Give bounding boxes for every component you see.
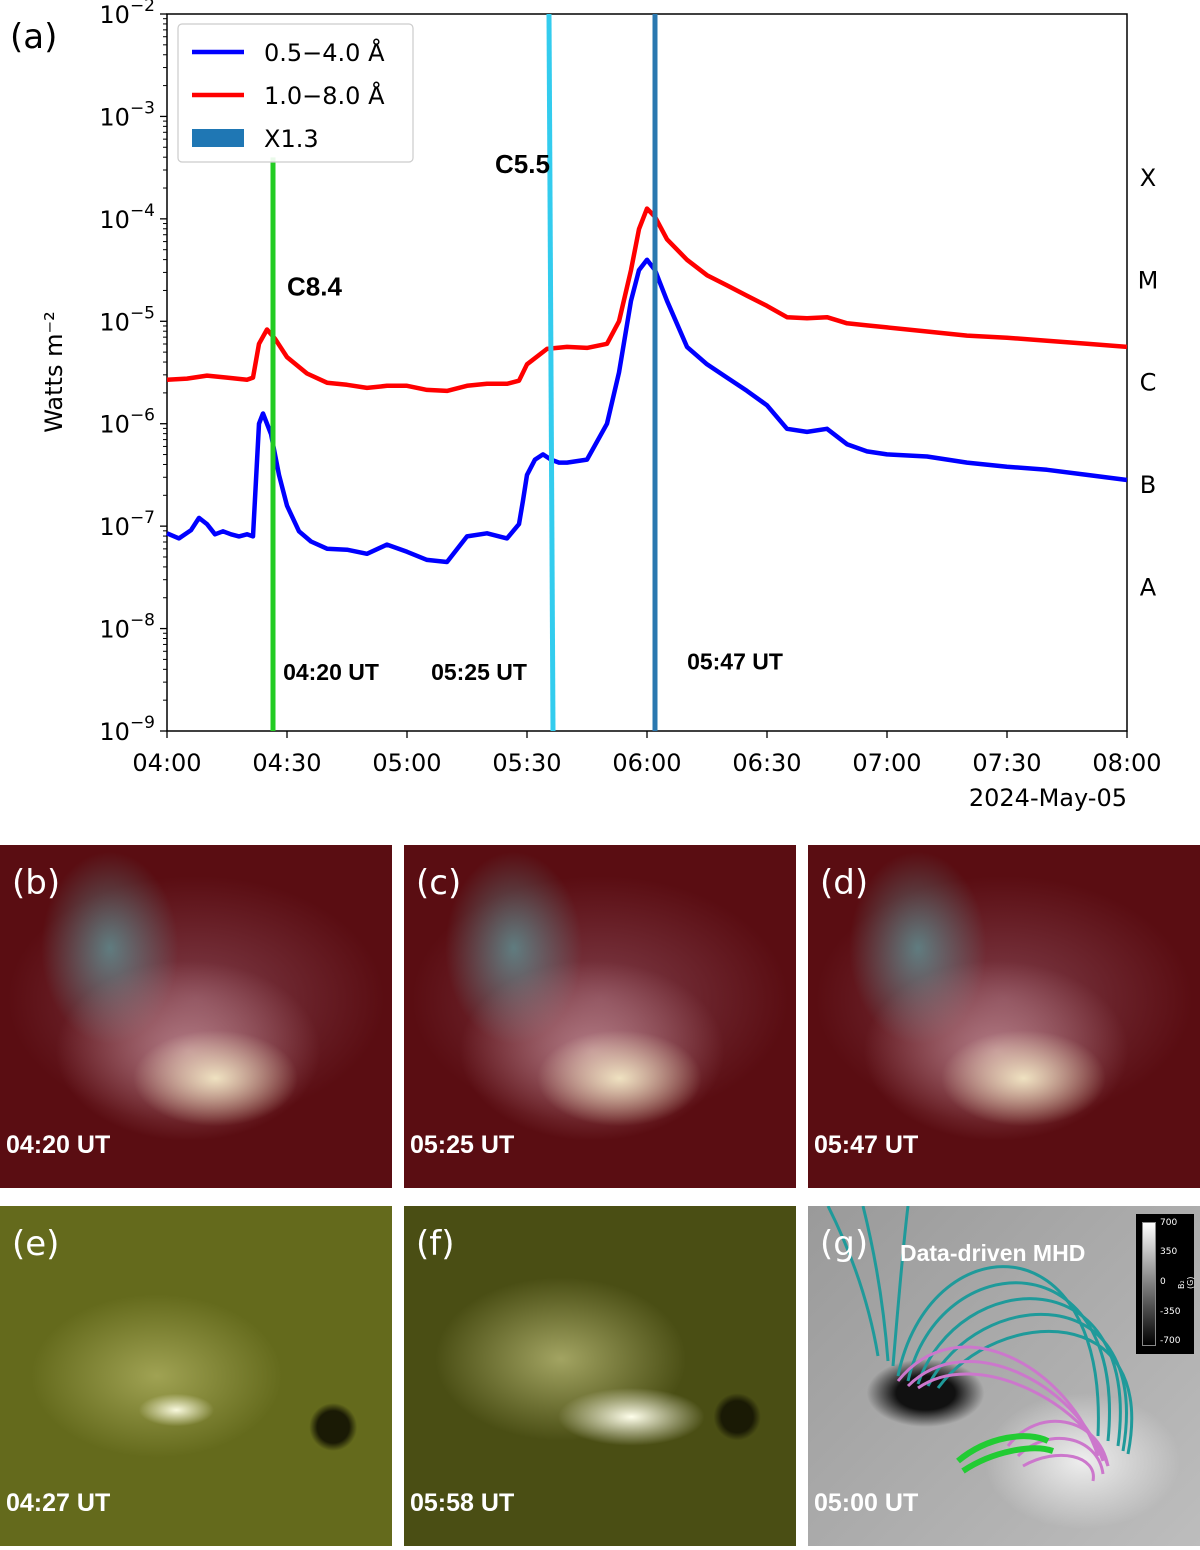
flare-time-annotation: 05:47 UT (687, 649, 783, 675)
field-line-cyan (896, 1265, 1100, 1437)
series (166, 206, 1128, 565)
panel-timestamp: 05:58 UT (410, 1489, 515, 1517)
x-tick-label: 04:30 (252, 749, 321, 777)
field-line-pink (1022, 1453, 1095, 1482)
x-tick-label: 06:30 (732, 749, 801, 777)
field-line-cyan (916, 1297, 1122, 1447)
colorbar-tick: 350 (1160, 1247, 1178, 1257)
field-line-cyan (826, 1206, 880, 1357)
flare-class-annotation: C5.5 (495, 149, 550, 179)
panel-timestamp: 04:20 UT (6, 1131, 111, 1159)
colorbar-tick: -350 (1160, 1307, 1181, 1317)
panel-label: (d) (820, 863, 869, 903)
date-label: 2024-May-05 (969, 784, 1127, 812)
x-tick-label: 08:00 (1092, 749, 1161, 777)
flare-markers: C8.4 04:20 UT C5.5 05:25 UT 05:47 UT (270, 13, 783, 732)
colorbar-tick: 700 (1160, 1218, 1178, 1228)
magnetic-field-lines (826, 1206, 1134, 1482)
y-tick-label: 10−2 (99, 0, 155, 29)
y-axis-label: Watts m⁻² (40, 311, 68, 433)
field-line-green (961, 1445, 1054, 1474)
field-line-green (956, 1433, 1050, 1464)
flare-marker-line (546, 13, 556, 732)
colorbar: 700 350 0 -350 -700 B₂ (G) (1136, 1214, 1195, 1354)
panel-label: (f) (416, 1224, 455, 1264)
aia-image-panel-d: (d) 05:47 UT (808, 845, 1200, 1188)
series-line (166, 257, 1128, 565)
field-line-pink (906, 1360, 1105, 1462)
x-tick-label: 05:00 (372, 749, 441, 777)
colorbar-tick: 0 (1160, 1277, 1166, 1287)
aia-image-panel-b: (b) 04:20 UT (0, 845, 392, 1188)
aia-image-panel-c: (c) 05:25 UT (404, 845, 796, 1188)
field-line-cyan (861, 1206, 890, 1362)
hmi-image-panel-e: (e) 04:27 UT (0, 1206, 392, 1546)
legend-label: 0.5−4.0 Å (264, 38, 385, 67)
panel-timestamp: 05:25 UT (410, 1131, 515, 1159)
colorbar-tick: -700 (1160, 1336, 1181, 1346)
legend-label: X1.3 (264, 125, 319, 153)
y-tick-label: 10−5 (99, 303, 155, 336)
y-tick-label: 10−7 (99, 508, 155, 541)
series-line (166, 206, 1128, 394)
flare-class-label: C (1140, 369, 1157, 397)
flare-time-annotation: 05:25 UT (431, 659, 527, 685)
field-line-cyan (926, 1312, 1128, 1452)
panel-timestamp: 05:00 UT (814, 1489, 919, 1517)
panel-timestamp: 04:27 UT (6, 1489, 111, 1517)
x-tick-label: 07:30 (972, 749, 1041, 777)
mhd-simulation-panel-g: (g) Data-driven MHD 700 350 0 -350 -700 … (808, 1206, 1200, 1546)
x-tick-label: 05:30 (492, 749, 561, 777)
y-tick-label: 10−3 (99, 98, 155, 131)
legend: 0.5−4.0 Å 1.0−8.0 Å X1.3 (177, 23, 414, 163)
y-tick-label: 10−9 (99, 713, 155, 746)
x-tick-label: 07:00 (852, 749, 921, 777)
panel-a-label: (a) (10, 17, 57, 57)
field-line-cyan (936, 1329, 1134, 1455)
axes: 04:00 04:30 05:00 05:30 06:00 06:30 07:00 07:30… (99, 0, 1161, 777)
panel-timestamp: 05:47 UT (814, 1131, 919, 1159)
panel-label: (g) (820, 1224, 869, 1264)
flare-class-label: M (1138, 266, 1159, 294)
legend-label: 1.0−8.0 Å (264, 81, 385, 110)
panel-label: (b) (12, 863, 61, 903)
field-line-cyan (906, 1281, 1111, 1442)
flare-class-label: B (1140, 471, 1156, 499)
y-tick-label: 10−4 (99, 201, 155, 234)
panel-label: (c) (416, 863, 462, 903)
field-line-pink (917, 1372, 1110, 1467)
flare-class-label: A (1140, 574, 1157, 602)
goes-xray-flux-chart: (a) 04:00 04:30 05:00 05:30 06:00 06:30 07:00 0… (10, 0, 1162, 812)
flare-class-annotation: C8.4 (287, 272, 342, 302)
legend-swatch (192, 129, 244, 147)
x-tick-label: 04:00 (132, 749, 201, 777)
colorbar-gradient (1142, 1222, 1156, 1346)
legend-box (177, 23, 414, 163)
y-tick-label: 10−8 (99, 611, 155, 644)
field-line-cyan (891, 1206, 910, 1367)
hmi-image-panel-f: (f) 05:58 UT (404, 1206, 796, 1546)
flare-time-annotation: 04:20 UT (283, 659, 379, 685)
colorbar-unit: B₂ (G) (1177, 1276, 1195, 1289)
x-tick-label: 06:00 (612, 749, 681, 777)
flare-class-label: X (1140, 164, 1156, 192)
y-tick-label: 10−6 (99, 406, 155, 439)
panel-label: (e) (12, 1224, 60, 1264)
panel-title: Data-driven MHD (900, 1240, 1086, 1266)
